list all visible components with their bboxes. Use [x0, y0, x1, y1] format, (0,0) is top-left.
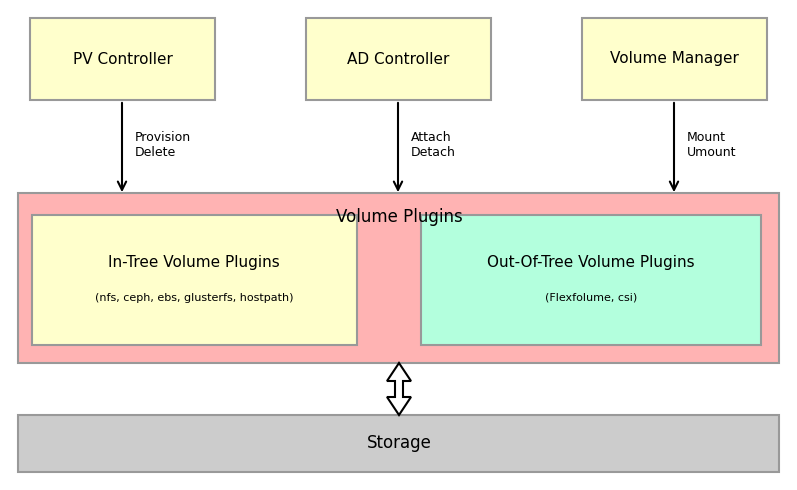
Text: Volume Manager: Volume Manager	[610, 51, 739, 67]
Bar	[18, 415, 779, 472]
Text: Volume Plugins: Volume Plugins	[336, 208, 462, 226]
Bar	[306, 18, 491, 100]
Bar	[30, 18, 215, 100]
Bar	[32, 215, 357, 345]
Text: Storage: Storage	[367, 434, 431, 452]
Text: (nfs, ceph, ebs, glusterfs, hostpath): (nfs, ceph, ebs, glusterfs, hostpath)	[95, 293, 293, 303]
Polygon shape	[387, 363, 411, 415]
Text: Provision
Delete: Provision Delete	[135, 131, 191, 159]
Bar	[421, 215, 761, 345]
Text: AD Controller: AD Controller	[347, 51, 450, 67]
Text: (Flexfolume, csi): (Flexfolume, csi)	[545, 293, 637, 303]
Bar	[18, 193, 779, 363]
Text: In-Tree Volume Plugins: In-Tree Volume Plugins	[108, 254, 280, 270]
Bar	[582, 18, 767, 100]
Text: Out-Of-Tree Volume Plugins: Out-Of-Tree Volume Plugins	[487, 254, 695, 270]
Text: PV Controller: PV Controller	[73, 51, 172, 67]
Text: Mount
Umount: Mount Umount	[687, 131, 736, 159]
Text: Attach
Detach: Attach Detach	[411, 131, 456, 159]
